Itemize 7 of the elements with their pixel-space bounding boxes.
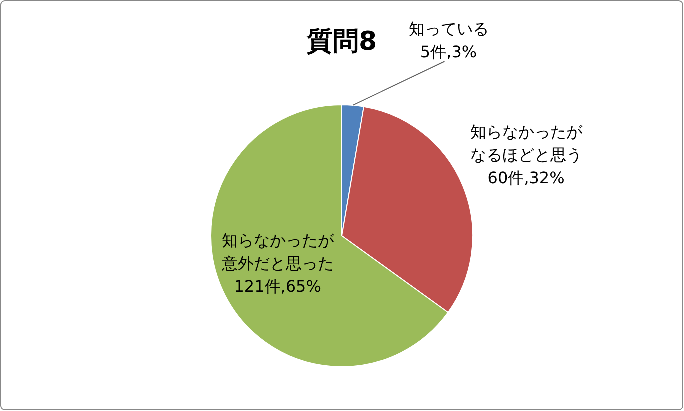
- slice-label: 知っている: [408, 20, 489, 39]
- slice-label: 知らなかったがなるほどと思う: [470, 122, 584, 165]
- data-label: 60件,32%: [488, 168, 565, 188]
- slice-label: 知らなかったが意外だと思った: [220, 230, 335, 273]
- data-label: 121件,65%: [234, 276, 322, 296]
- data-label: 5件,3%: [420, 42, 478, 62]
- chart-title: 質問8: [306, 27, 378, 57]
